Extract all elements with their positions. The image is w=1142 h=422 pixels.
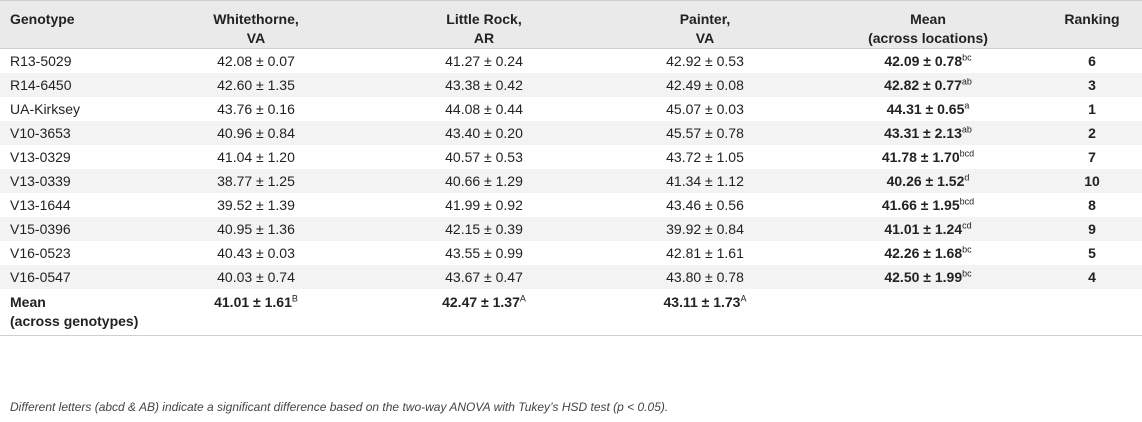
cell-little-rock: 44.08 ± 0.44 [445, 101, 523, 117]
cell-painter: 42.92 ± 0.53 [666, 53, 744, 69]
cell-ranking: 3 [1042, 73, 1142, 97]
cell-mean-painter: 43.11 ± 1.73A [596, 289, 814, 336]
cell-whitethorne: 38.77 ± 1.25 [140, 169, 372, 193]
cell-whitethorne: 41.04 ± 1.20 [217, 149, 295, 165]
cell-painter: 45.57 ± 0.78 [596, 121, 814, 145]
header-mean-locations: Mean (across locations) [814, 0, 1042, 49]
table-row: V10-3653 40.96 ± 0.84 43.40 ± 0.20 45.57… [0, 121, 1142, 145]
cell-genotype: V16-0523 [10, 245, 71, 261]
cell-mean: 42.09 ± 0.78bc [884, 52, 972, 69]
cell-whitethorne: 39.52 ± 1.39 [217, 197, 295, 213]
cell-whitethorne: 40.03 ± 0.74 [140, 265, 372, 289]
cell-painter: 45.07 ± 0.03 [666, 101, 744, 117]
cell-genotype: V15-0396 [0, 217, 140, 241]
header-little-rock: Little Rock, AR [372, 0, 596, 49]
table-footnote: Different letters (abcd & AB) indicate a… [10, 400, 669, 414]
cell-ranking: 6 [1088, 53, 1096, 69]
cell-little-rock: 43.67 ± 0.47 [372, 265, 596, 289]
cell-ranking: 7 [1088, 149, 1096, 165]
cell-mean: 44.31 ± 0.65a [886, 100, 970, 117]
cell-little-rock: 41.27 ± 0.24 [445, 53, 523, 69]
data-table: Genotype Whitethorne, VA Little Rock, AR P… [0, 0, 1142, 336]
cell-little-rock: 40.66 ± 1.29 [372, 169, 596, 193]
cell-ranking: 8 [1088, 197, 1096, 213]
cell-mean: 42.82 ± 0.77ab [814, 73, 1042, 97]
header-whitethorne: Whitethorne, VA [140, 0, 372, 49]
mean-across-genotypes-row: Mean (across genotypes) 41.01 ± 1.61B 42.… [0, 289, 1142, 336]
cell-painter: 43.80 ± 0.78 [596, 265, 814, 289]
table-row: V15-0396 40.95 ± 1.36 42.15 ± 0.39 39.92… [0, 217, 1142, 241]
cell-mean: 40.26 ± 1.52d [814, 169, 1042, 193]
cell-painter: 41.34 ± 1.12 [596, 169, 814, 193]
cell-genotype: R14-6450 [0, 73, 140, 97]
cell-mean: 41.01 ± 1.24cd [814, 217, 1042, 241]
header-painter: Painter, VA [596, 0, 814, 49]
cell-mean: 43.31 ± 2.13ab [814, 121, 1042, 145]
cell-mean: 41.78 ± 1.70bcd [881, 148, 975, 165]
table-row: V13-0329 41.04 ± 1.20 40.57 ± 0.53 43.72… [0, 145, 1142, 169]
cell-whitethorne: 42.60 ± 1.35 [140, 73, 372, 97]
cell-ranking: 1 [1088, 101, 1096, 117]
cell-ranking: 4 [1042, 265, 1142, 289]
cell-painter: 43.46 ± 0.56 [666, 197, 744, 213]
cell-whitethorne: 43.76 ± 0.16 [217, 101, 295, 117]
cell-little-rock: 42.15 ± 0.39 [372, 217, 596, 241]
cell-genotype: UA-Kirksey [10, 101, 81, 117]
table-body: R13-5029 42.08 ± 0.07 41.27 ± 0.24 42.92… [0, 49, 1142, 336]
header-row: Genotype Whitethorne, VA Little Rock, AR P… [0, 0, 1142, 49]
cell-genotype: R13-5029 [10, 53, 72, 69]
cell-genotype: V13-1644 [10, 197, 71, 213]
cell-genotype: V10-3653 [0, 121, 140, 145]
cell-genotype: V13-0329 [10, 149, 71, 165]
cell-painter: 39.92 ± 0.84 [596, 217, 814, 241]
cell-ranking-empty [1042, 289, 1142, 336]
cell-little-rock: 43.38 ± 0.42 [372, 73, 596, 97]
cell-ranking: 2 [1042, 121, 1142, 145]
cell-whitethorne: 40.95 ± 1.36 [140, 217, 372, 241]
cell-mean: 42.26 ± 1.68bc [884, 244, 972, 261]
header-ranking: Ranking [1042, 0, 1142, 49]
cell-ranking: 10 [1042, 169, 1142, 193]
table-row: R13-5029 42.08 ± 0.07 41.27 ± 0.24 42.92… [0, 49, 1142, 74]
cell-genotype: V16-0547 [0, 265, 140, 289]
table-row: V16-0547 40.03 ± 0.74 43.67 ± 0.47 43.80… [0, 265, 1142, 289]
table-row: R14-6450 42.60 ± 1.35 43.38 ± 0.42 42.49… [0, 73, 1142, 97]
cell-painter: 42.81 ± 1.61 [666, 245, 744, 261]
cell-painter: 43.72 ± 1.05 [666, 149, 744, 165]
cell-mean: 41.66 ± 1.95bcd [881, 196, 975, 213]
cell-little-rock: 40.57 ± 0.53 [445, 149, 523, 165]
cell-mean-label: Mean (across genotypes) [0, 289, 140, 336]
table-row: V13-1644 39.52 ± 1.39 41.99 ± 0.92 43.46… [0, 193, 1142, 217]
table-row: V16-0523 40.43 ± 0.03 43.55 ± 0.99 42.81… [0, 241, 1142, 265]
cell-ranking: 5 [1088, 245, 1096, 261]
cell-whitethorne: 40.96 ± 0.84 [140, 121, 372, 145]
cell-little-rock: 43.55 ± 0.99 [445, 245, 523, 261]
cell-mean: 42.50 ± 1.99bc [814, 265, 1042, 289]
header-genotype: Genotype [0, 0, 140, 49]
cell-mean-empty [814, 289, 1042, 336]
table-row: UA-Kirksey 43.76 ± 0.16 44.08 ± 0.44 45.… [0, 97, 1142, 121]
cell-little-rock: 43.40 ± 0.20 [372, 121, 596, 145]
cell-painter: 42.49 ± 0.08 [596, 73, 814, 97]
cell-ranking: 9 [1042, 217, 1142, 241]
table-row: V13-0339 38.77 ± 1.25 40.66 ± 1.29 41.34… [0, 169, 1142, 193]
cell-little-rock: 41.99 ± 0.92 [445, 197, 523, 213]
cell-genotype: V13-0339 [0, 169, 140, 193]
cell-mean-whitethorne: 41.01 ± 1.61B [140, 289, 372, 336]
cell-whitethorne: 40.43 ± 0.03 [217, 245, 295, 261]
cell-whitethorne: 42.08 ± 0.07 [217, 53, 295, 69]
cell-mean-little-rock: 42.47 ± 1.37A [372, 289, 596, 336]
